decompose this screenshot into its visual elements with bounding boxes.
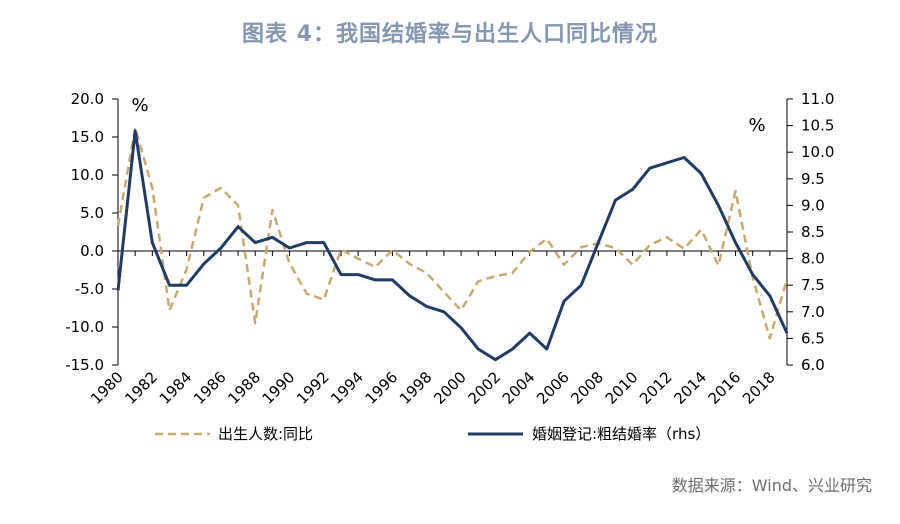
x-tick-label: 1982 xyxy=(121,368,161,408)
x-tick-label: 1992 xyxy=(293,368,333,408)
x-axis: 1980198219841986198819901992199419961998… xyxy=(87,368,779,408)
right-axis-unit: % xyxy=(748,115,765,136)
left-tick-label: 20.0 xyxy=(71,90,104,108)
left-tick-label: -5.0 xyxy=(75,280,104,298)
right-tick-label: 10.5 xyxy=(801,117,834,135)
left-tick-label: -10.0 xyxy=(65,318,104,336)
x-tick-label: 1986 xyxy=(190,368,230,408)
right-tick-label: 10.0 xyxy=(801,143,834,161)
x-tick-label: 2012 xyxy=(636,368,676,408)
x-tick-label: 1996 xyxy=(362,368,402,408)
legend: 出生人数:同比 婚姻登记:粗结婚率（rhs） xyxy=(155,425,710,443)
x-tick-label: 1988 xyxy=(224,368,264,408)
right-tick-label: 11.0 xyxy=(801,90,834,108)
right-y-axis: 6.0 6.5 7.0 7.5 8.0 8.5 9.0 9.5 10.0 10.5 11.0 xyxy=(786,90,834,374)
x-tick-label: 2010 xyxy=(602,368,642,408)
right-tick-label: 6.5 xyxy=(801,329,825,347)
chart-canvas: -15.0 -10.0 -5.0 0.0 5.0 10.0 15.0 20.0 6.0 6.5 7… xyxy=(65,90,834,443)
left-tick-label: -15.0 xyxy=(65,356,104,374)
left-tick-label: 5.0 xyxy=(80,204,104,222)
series-group xyxy=(116,126,789,362)
x-tick-label: 2002 xyxy=(464,368,504,408)
right-tick-label: 6.0 xyxy=(801,356,825,374)
source-note: 数据来源：Wind、兴业研究 xyxy=(671,476,872,495)
x-tick-label: 2014 xyxy=(670,368,710,408)
x-tick-label: 2000 xyxy=(430,368,470,408)
right-tick-label: 7.5 xyxy=(801,276,825,294)
series-marriage-rate-line xyxy=(116,129,789,362)
left-tick-label: 0.0 xyxy=(80,242,104,260)
legend-label: 出生人数:同比 xyxy=(218,425,313,443)
left-y-axis: -15.0 -10.0 -5.0 0.0 5.0 10.0 15.0 20.0 xyxy=(65,90,119,374)
x-tick-label: 1998 xyxy=(396,368,436,408)
series-birth-yoy-line xyxy=(116,126,789,340)
left-tick-label: 10.0 xyxy=(71,166,104,184)
right-tick-label: 9.0 xyxy=(801,196,825,214)
left-axis-unit: % xyxy=(131,95,148,116)
right-tick-label: 8.0 xyxy=(801,250,825,268)
right-tick-label: 9.5 xyxy=(801,170,825,188)
x-tick-label: 2008 xyxy=(567,368,607,408)
legend-label: 婚姻登记:粗结婚率（rhs） xyxy=(532,425,710,443)
x-tick-label: 2004 xyxy=(499,368,539,408)
zero-line xyxy=(117,250,788,256)
x-tick-label: 1994 xyxy=(327,368,367,408)
x-tick-label: 1980 xyxy=(87,368,127,408)
x-tick-label: 2006 xyxy=(533,368,573,408)
right-tick-label: 8.5 xyxy=(801,223,825,241)
x-tick-label: 2018 xyxy=(739,368,779,408)
left-tick-label: 15.0 xyxy=(71,128,104,146)
chart-title: 图表 4：我国结婚率与出生人口同比情况 xyxy=(242,22,658,47)
x-tick-label: 1984 xyxy=(156,368,196,408)
right-tick-label: 7.0 xyxy=(801,303,825,321)
x-tick-label: 1990 xyxy=(259,368,299,408)
x-tick-label: 2016 xyxy=(705,368,745,408)
